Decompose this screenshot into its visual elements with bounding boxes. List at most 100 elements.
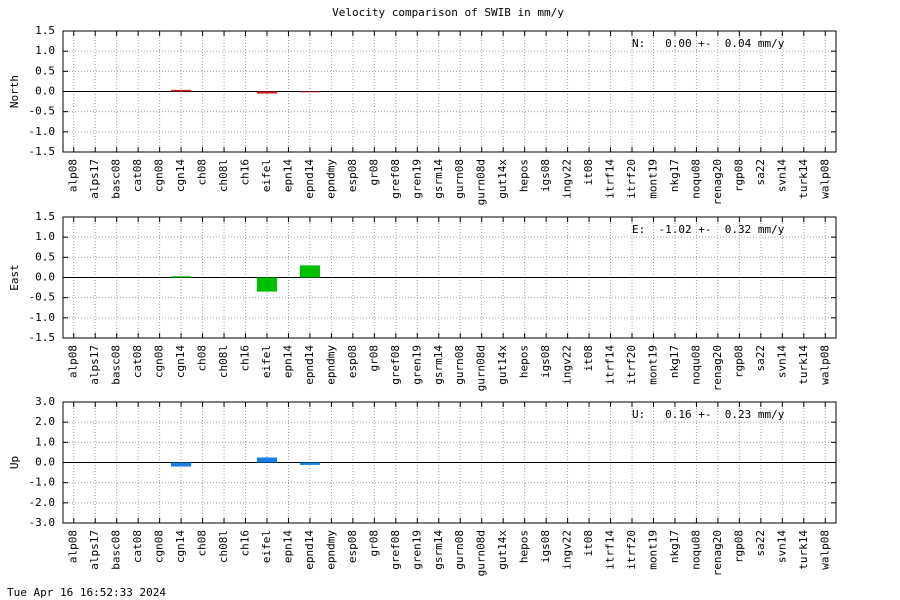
y-tick-label: 0.0 — [35, 271, 55, 284]
x-tick-label: gurn08 — [453, 345, 466, 385]
x-tick-label: sa22 — [754, 530, 767, 557]
x-tick-label: epnd14 — [303, 345, 316, 385]
x-tick-label: it08 — [582, 530, 595, 557]
chart-title: Velocity comparison of SWIB in mm/y — [332, 6, 564, 19]
x-tick-label: ch08l — [217, 159, 230, 192]
x-tick-label: gref08 — [389, 159, 402, 199]
x-tick-label: epnd14 — [303, 159, 316, 199]
bar — [256, 277, 278, 292]
x-tick-label: gref08 — [389, 530, 402, 570]
x-tick-label: epndmy — [324, 530, 337, 570]
x-tick-label: gurn08d — [475, 530, 488, 576]
x-tick-label: gren19 — [410, 159, 423, 199]
y-tick-label: 0.0 — [35, 456, 55, 469]
x-tick-label: sa22 — [754, 159, 767, 186]
bar — [256, 91, 278, 94]
x-tick-label: sa22 — [754, 345, 767, 372]
x-tick-label: gsrm14 — [432, 530, 445, 570]
y-tick-label: -2.0 — [29, 496, 56, 509]
x-tick-label: nkg17 — [668, 159, 681, 192]
x-tick-label: gut14x — [496, 530, 509, 570]
x-tick-label: hepos — [518, 530, 531, 563]
x-tick-label: ch16 — [239, 345, 252, 372]
y-tick-label: -1.5 — [29, 145, 56, 158]
x-tick-label: ingv22 — [561, 159, 574, 199]
y-tick-label: 1.0 — [35, 230, 55, 243]
x-tick-label: gut14x — [496, 159, 509, 199]
x-tick-label: epndmy — [324, 345, 337, 385]
y-tick-label: -1.0 — [29, 476, 56, 489]
bar — [256, 457, 278, 463]
x-tick-label: ingv22 — [561, 345, 574, 385]
x-tick-label: cgn08 — [153, 159, 166, 192]
y-tick-label: -3.0 — [29, 516, 56, 529]
x-tick-label: epnd14 — [303, 530, 316, 570]
x-tick-label: ch08l — [217, 530, 230, 563]
x-tick-label: gren19 — [410, 345, 423, 385]
x-tick-label: esp08 — [346, 530, 359, 563]
x-tick-label: cgn08 — [153, 530, 166, 563]
x-tick-label: epn14 — [281, 345, 294, 378]
x-tick-label: ch08 — [196, 159, 209, 186]
annotation: E: -1.02 +- 0.32 mm/y — [632, 223, 785, 236]
x-tick-label: cgn08 — [153, 345, 166, 378]
y-tick-label: 1.5 — [35, 24, 55, 37]
x-tick-label: itrf14 — [604, 530, 617, 570]
x-tick-label: esp08 — [346, 159, 359, 192]
y-tick-label: 3.0 — [35, 395, 55, 408]
y-axis-label: East — [8, 264, 21, 291]
y-tick-label: 0.5 — [35, 250, 55, 263]
x-tick-label: itrf14 — [604, 159, 617, 199]
footer: Tue Apr 16 16:52:33 2024 — [7, 586, 166, 599]
plot-frame — [62, 401, 837, 524]
x-tick-label: ch08 — [196, 345, 209, 372]
x-tick-label: cat08 — [131, 530, 144, 563]
annotation: U: 0.16 +- 0.23 mm/y — [632, 408, 785, 421]
x-tick-label: turk14 — [797, 530, 810, 570]
bar — [299, 462, 321, 465]
x-tick-label: basc08 — [110, 345, 123, 385]
x-tick-label: gurn08 — [453, 159, 466, 199]
x-tick-label: basc08 — [110, 159, 123, 199]
y-tick-label: 0.0 — [35, 85, 55, 98]
x-tick-label: gr08 — [367, 345, 380, 372]
y-tick-label: 1.0 — [35, 435, 55, 448]
x-tick-label: alp08 — [67, 345, 80, 378]
plot-frame — [62, 216, 837, 339]
x-tick-label: igs08 — [539, 345, 552, 378]
bar — [171, 89, 192, 92]
x-tick-label: gurn08d — [475, 159, 488, 205]
x-tick-label: itrf20 — [625, 159, 638, 199]
x-tick-label: alp08 — [67, 530, 80, 563]
x-tick-label: nkg17 — [668, 345, 681, 378]
x-tick-label: epn14 — [281, 530, 294, 563]
x-tick-label: ingv22 — [561, 530, 574, 570]
x-tick-label: basc08 — [110, 530, 123, 570]
x-tick-label: walp08 — [818, 345, 831, 385]
x-tick-label: svn14 — [775, 530, 788, 563]
x-tick-label: alps17 — [88, 530, 101, 570]
x-tick-label: itrf20 — [625, 530, 638, 570]
x-tick-label: eifel — [260, 530, 273, 563]
x-tick-label: walp08 — [818, 530, 831, 570]
x-tick-label: mont19 — [646, 159, 659, 199]
x-tick-label: gsrm14 — [432, 345, 445, 385]
x-tick-label: walp08 — [818, 159, 831, 199]
x-tick-label: gut14x — [496, 345, 509, 385]
plot-frame — [62, 30, 837, 153]
x-tick-label: cgn14 — [174, 159, 187, 192]
x-tick-label: renag20 — [711, 530, 724, 576]
x-tick-label: gref08 — [389, 345, 402, 385]
x-tick-label: cgn14 — [174, 345, 187, 378]
x-tick-label: rgp08 — [732, 530, 745, 563]
x-tick-label: itrf20 — [625, 345, 638, 385]
y-tick-label: 0.5 — [35, 64, 55, 77]
x-tick-label: mont19 — [646, 345, 659, 385]
y-tick-label: -0.5 — [29, 291, 56, 304]
x-tick-label: gsrm14 — [432, 159, 445, 199]
x-tick-label: gurn08 — [453, 530, 466, 570]
y-tick-label: -1.0 — [29, 311, 56, 324]
x-tick-label: svn14 — [775, 345, 788, 378]
x-tick-label: renag20 — [711, 345, 724, 391]
